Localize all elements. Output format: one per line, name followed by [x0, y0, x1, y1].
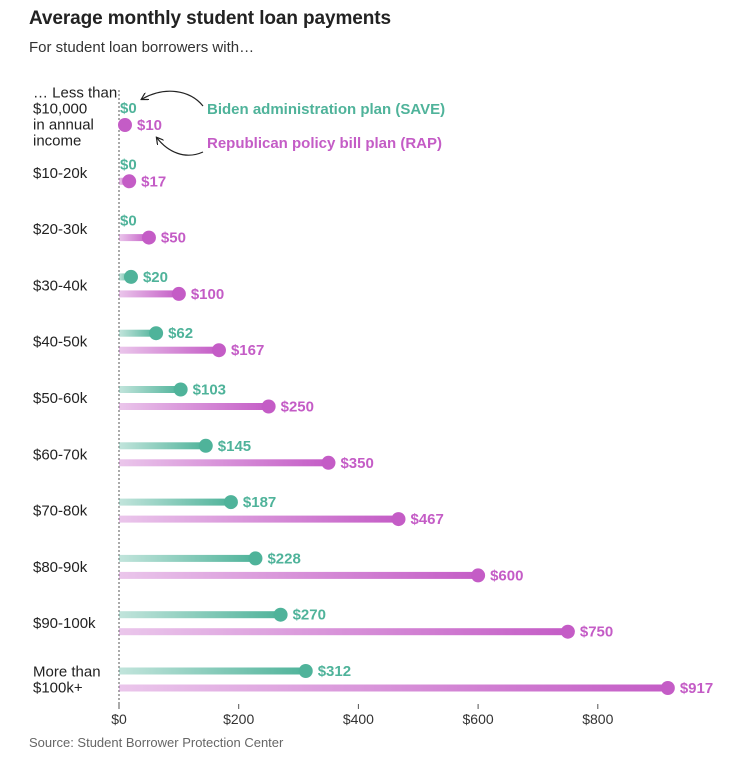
- save-dot: [273, 607, 288, 622]
- rap-bar: [119, 684, 668, 692]
- save-value-label: $145: [218, 438, 251, 455]
- save-value-label: $0: [120, 156, 137, 173]
- x-tick-label: $200: [223, 711, 254, 727]
- category-label: $70-80k: [33, 503, 88, 520]
- x-tick-label: $0: [111, 711, 127, 727]
- save-bar: [119, 667, 306, 675]
- rap-value-label: $917: [680, 680, 713, 697]
- x-tick-label: $400: [343, 711, 374, 727]
- x-tick-label: $600: [463, 711, 494, 727]
- category-label: $90-100k: [33, 615, 96, 632]
- x-tick-label: $800: [582, 711, 613, 727]
- rap-value-label: $250: [281, 399, 314, 416]
- save-bar: [119, 554, 256, 562]
- save-value-label: $187: [243, 494, 276, 511]
- rap-dot: [471, 568, 486, 583]
- rap-value-label: $100: [191, 286, 224, 303]
- save-dot: [248, 551, 263, 566]
- rap-bar: [119, 346, 219, 354]
- category-label: $30-40k: [33, 277, 88, 294]
- rap-value-label: $750: [580, 624, 613, 641]
- rap-dot: [560, 624, 575, 639]
- category-label: $20-30k: [33, 221, 88, 238]
- category-label: More than $100k+: [33, 664, 101, 697]
- save-value-label: $270: [293, 607, 326, 624]
- legend-save-label: Biden administration plan (SAVE): [207, 101, 445, 118]
- save-dot: [198, 438, 213, 453]
- category-label: $60-70k: [33, 446, 88, 463]
- save-dot: [298, 664, 313, 678]
- save-bar: [119, 442, 206, 450]
- save-value-label: $0: [120, 100, 137, 117]
- save-bar: [119, 386, 181, 393]
- legend-rap-arrow: [157, 138, 204, 156]
- rap-dot: [117, 118, 132, 132]
- legend-save-arrow: [142, 90, 204, 107]
- rap-bar: [119, 628, 568, 636]
- rap-dot: [171, 286, 186, 301]
- rap-dot: [122, 174, 137, 189]
- rap-bar: [119, 290, 179, 298]
- rap-dot: [261, 399, 276, 414]
- rap-value-label: $167: [231, 342, 264, 359]
- save-dot: [173, 382, 188, 397]
- rap-dot: [321, 455, 336, 470]
- category-label: … Less than $10,000 in annual income: [33, 85, 117, 150]
- rap-value-label: $17: [141, 173, 166, 190]
- save-value-label: $312: [318, 663, 351, 680]
- chart-title: Average monthly student loan payments: [29, 8, 391, 29]
- save-value-label: $228: [267, 550, 300, 567]
- save-value-label: $62: [168, 325, 193, 342]
- category-label: $40-50k: [33, 334, 88, 351]
- save-bar: [119, 329, 157, 337]
- rap-bar: [119, 515, 399, 523]
- rap-bar: [119, 403, 269, 410]
- save-dot: [123, 269, 138, 284]
- category-label: $50-60k: [33, 390, 88, 407]
- rap-bar: [119, 571, 479, 579]
- chart-subtitle: For student loan borrowers with…: [29, 39, 255, 56]
- rap-bar: [119, 459, 329, 467]
- save-value-label: $103: [193, 382, 226, 399]
- save-bar: [119, 498, 231, 506]
- rap-dot: [660, 681, 675, 695]
- save-dot: [223, 495, 238, 510]
- rap-value-label: $10: [137, 117, 162, 134]
- save-value-label: $0: [120, 213, 137, 230]
- save-value-label: $20: [143, 269, 168, 286]
- rap-dot: [141, 230, 156, 245]
- category-label: $80-90k: [33, 559, 88, 576]
- source-note: Source: Student Borrower Protection Cent…: [29, 735, 284, 750]
- legend-rap-label: Republican policy bill plan (RAP): [207, 135, 442, 152]
- rap-value-label: $350: [340, 455, 373, 472]
- rap-value-label: $600: [490, 567, 523, 584]
- rap-dot: [391, 512, 406, 527]
- category-label: $10-20k: [33, 165, 88, 182]
- save-bar: [119, 611, 281, 619]
- rap-value-label: $467: [410, 511, 443, 528]
- save-dot: [149, 326, 164, 341]
- rap-value-label: $50: [161, 230, 186, 247]
- rap-bar: [119, 234, 149, 242]
- rap-dot: [211, 343, 226, 358]
